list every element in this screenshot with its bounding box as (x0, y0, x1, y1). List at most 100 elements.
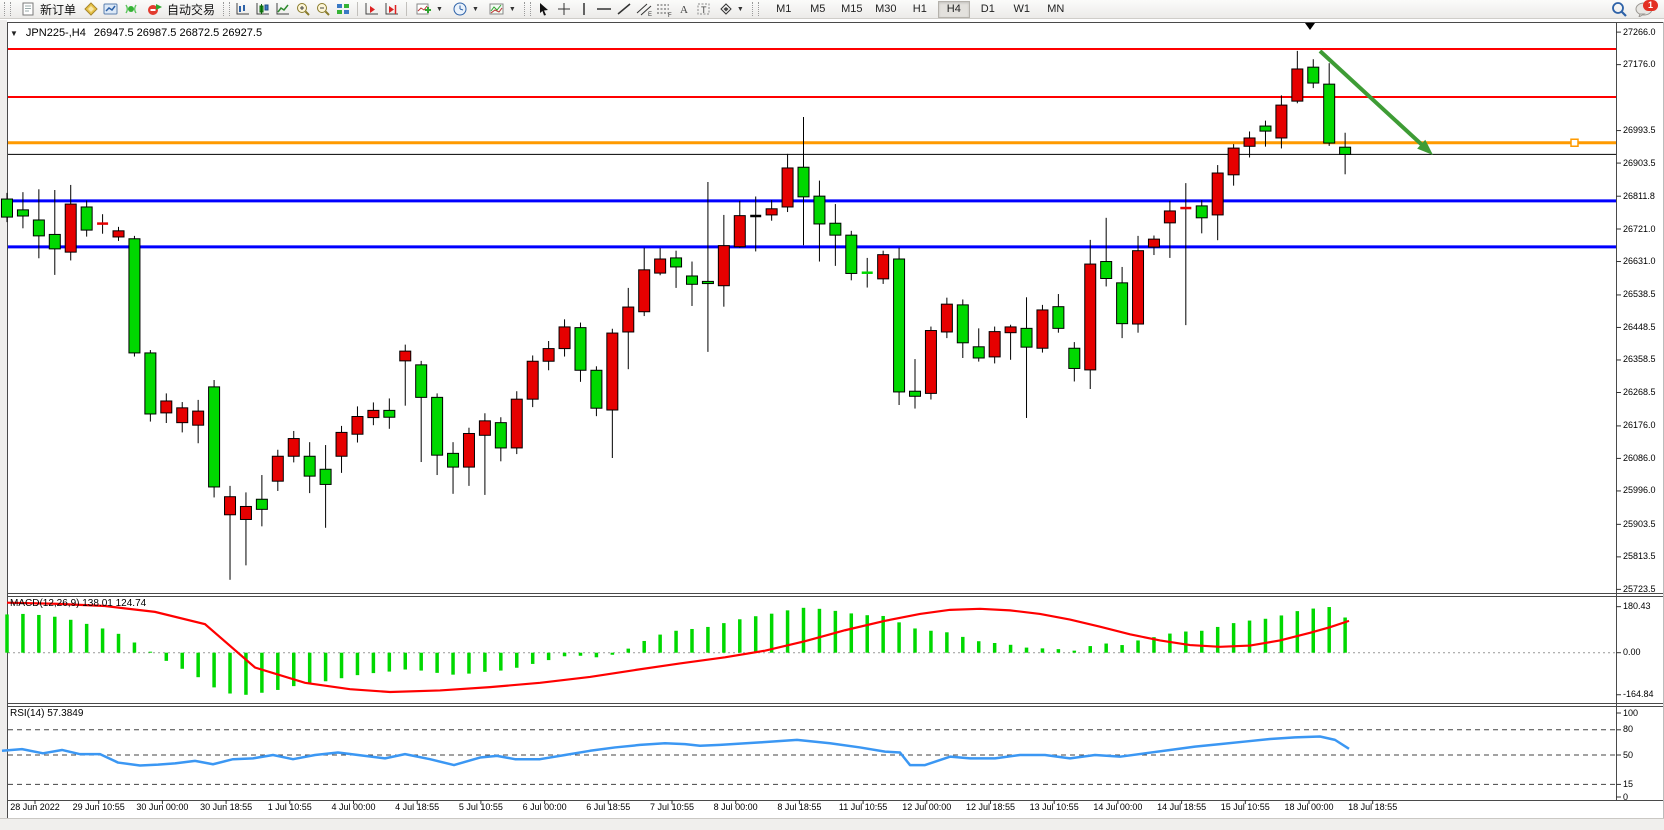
candle-body (781, 167, 794, 208)
signals-icon[interactable] (122, 1, 140, 17)
zoom-out-icon[interactable] (314, 1, 332, 17)
time-label: 28 Jun 2022 (10, 802, 60, 812)
candle-body (32, 219, 45, 237)
time-label: 8 Jul 00:00 (713, 802, 758, 812)
candle-body (1323, 83, 1336, 144)
candle-body (335, 431, 348, 457)
auto-trading-icon (146, 1, 164, 17)
y-axis-label: 25996.0 (1623, 485, 1656, 496)
bar-chart-mode-icon[interactable] (234, 1, 252, 17)
timeframe-D1[interactable]: D1 (980, 2, 995, 15)
text-tool-icon[interactable]: A (675, 1, 693, 17)
candle-body (701, 280, 714, 285)
timeframe-M1[interactable]: M1 (776, 2, 792, 15)
label-tool-icon[interactable]: T (695, 1, 713, 17)
crosshair-tool-icon[interactable] (555, 1, 573, 17)
candle-body (112, 230, 125, 238)
fibonacci-tool-icon[interactable]: F (655, 1, 673, 17)
shapes-button[interactable]: ▼ (715, 1, 748, 18)
hline-handle[interactable] (1570, 138, 1579, 147)
macd-axis-label: 180.43 (1623, 601, 1651, 612)
candle-body (510, 398, 523, 449)
periods-button[interactable]: ▼ (449, 1, 483, 18)
candle-body (1100, 261, 1113, 280)
templates-button[interactable]: ▼ (485, 1, 520, 18)
candle-body (1068, 347, 1081, 369)
candle-body (462, 432, 475, 468)
chart-collapse-icon[interactable]: ▼ (10, 28, 18, 38)
y-axis-label: 25903.5 (1623, 518, 1656, 529)
candle-body (1036, 309, 1049, 349)
dropdown-caret: ▼ (736, 5, 744, 13)
market-watch-icon[interactable] (102, 1, 120, 17)
vertical-line-tool-icon[interactable] (575, 1, 593, 17)
timeframe-M15[interactable]: M15 (841, 2, 863, 15)
time-label: 11 Jul 10:55 (838, 802, 888, 812)
indicators-button[interactable]: ▼ (412, 1, 447, 18)
horizontal-line-tool-icon[interactable] (595, 1, 613, 17)
candle-body (1243, 137, 1256, 147)
search-icon[interactable] (1610, 1, 1628, 17)
time-label: 18 Jul 18:55 (1348, 802, 1398, 812)
channel-tool-icon[interactable]: E (635, 1, 653, 17)
rsi-axis-label: 50 (1623, 749, 1634, 760)
rsi-axis-label: 15 (1623, 778, 1634, 789)
timeframe-W1[interactable]: W1 (1013, 2, 1031, 15)
time-label: 15 Jul 10:55 (1220, 802, 1270, 812)
timeframe-MN[interactable]: MN (1047, 2, 1065, 15)
toolbar-grip[interactable] (223, 2, 231, 16)
tile-windows-icon[interactable] (334, 1, 352, 17)
time-label: 4 Jul 18:55 (395, 802, 440, 812)
candle-body (797, 166, 810, 198)
candle-body (845, 234, 858, 274)
svg-text:F: F (668, 13, 672, 17)
y-axis-label: 26358.5 (1623, 354, 1656, 365)
candle-body (128, 238, 141, 354)
new-order-button[interactable]: 新订单 (15, 1, 80, 18)
toolbar-grip[interactable] (751, 2, 759, 16)
candle-body (893, 258, 906, 393)
toolbar-grip[interactable] (4, 2, 11, 16)
candle-chart-mode-icon[interactable] (254, 1, 272, 17)
chat-icon[interactable]: 1 (1634, 0, 1658, 18)
window-left-frame (0, 20, 7, 818)
candle-body (16, 209, 29, 217)
candle-body (829, 222, 842, 236)
candle-body (717, 245, 730, 287)
y-axis-label: 25813.5 (1623, 551, 1656, 562)
time-label: 12 Jul 00:00 (902, 802, 952, 812)
auto-trading-button[interactable]: 自动交易 (142, 1, 219, 18)
candle-body (813, 195, 826, 225)
zoom-in-icon[interactable] (294, 1, 312, 17)
macd-axis-label: -164.84 (1623, 689, 1654, 700)
notification-badge: 1 (1643, 0, 1658, 11)
toolbar-grip[interactable] (523, 2, 531, 16)
rsi-label: RSI(14) 57.3849 (10, 708, 84, 719)
time-label: 14 Jul 18:55 (1157, 802, 1207, 812)
profiles-icon[interactable] (82, 1, 100, 17)
chart-shift-icon[interactable] (383, 1, 401, 17)
timeframe-H1[interactable]: H1 (912, 2, 927, 15)
y-axis-label: 26538.5 (1623, 289, 1656, 300)
candle-body (208, 386, 221, 488)
candle-body (940, 303, 953, 333)
candle-body (1195, 205, 1208, 219)
timeframe-H4[interactable]: H4 (937, 0, 970, 18)
cursor-tool-icon[interactable] (535, 1, 553, 17)
candle-body (224, 496, 237, 516)
auto-scroll-icon[interactable] (363, 1, 381, 17)
down-triangle-marker[interactable] (1305, 23, 1315, 30)
trend-arrow-line[interactable] (1318, 49, 1428, 151)
candle-body (351, 416, 364, 435)
y-axis-label: 26903.5 (1623, 157, 1656, 168)
timeframe-M30[interactable]: M30 (875, 2, 897, 15)
dropdown-caret: ▼ (436, 5, 443, 13)
trendline-tool-icon[interactable] (615, 1, 633, 17)
candle-body (1084, 263, 1097, 371)
candle-body (1004, 326, 1017, 334)
time-label: 6 Jul 00:00 (522, 802, 567, 812)
timeframe-M5[interactable]: M5 (810, 2, 826, 15)
line-chart-mode-icon[interactable] (274, 1, 292, 17)
